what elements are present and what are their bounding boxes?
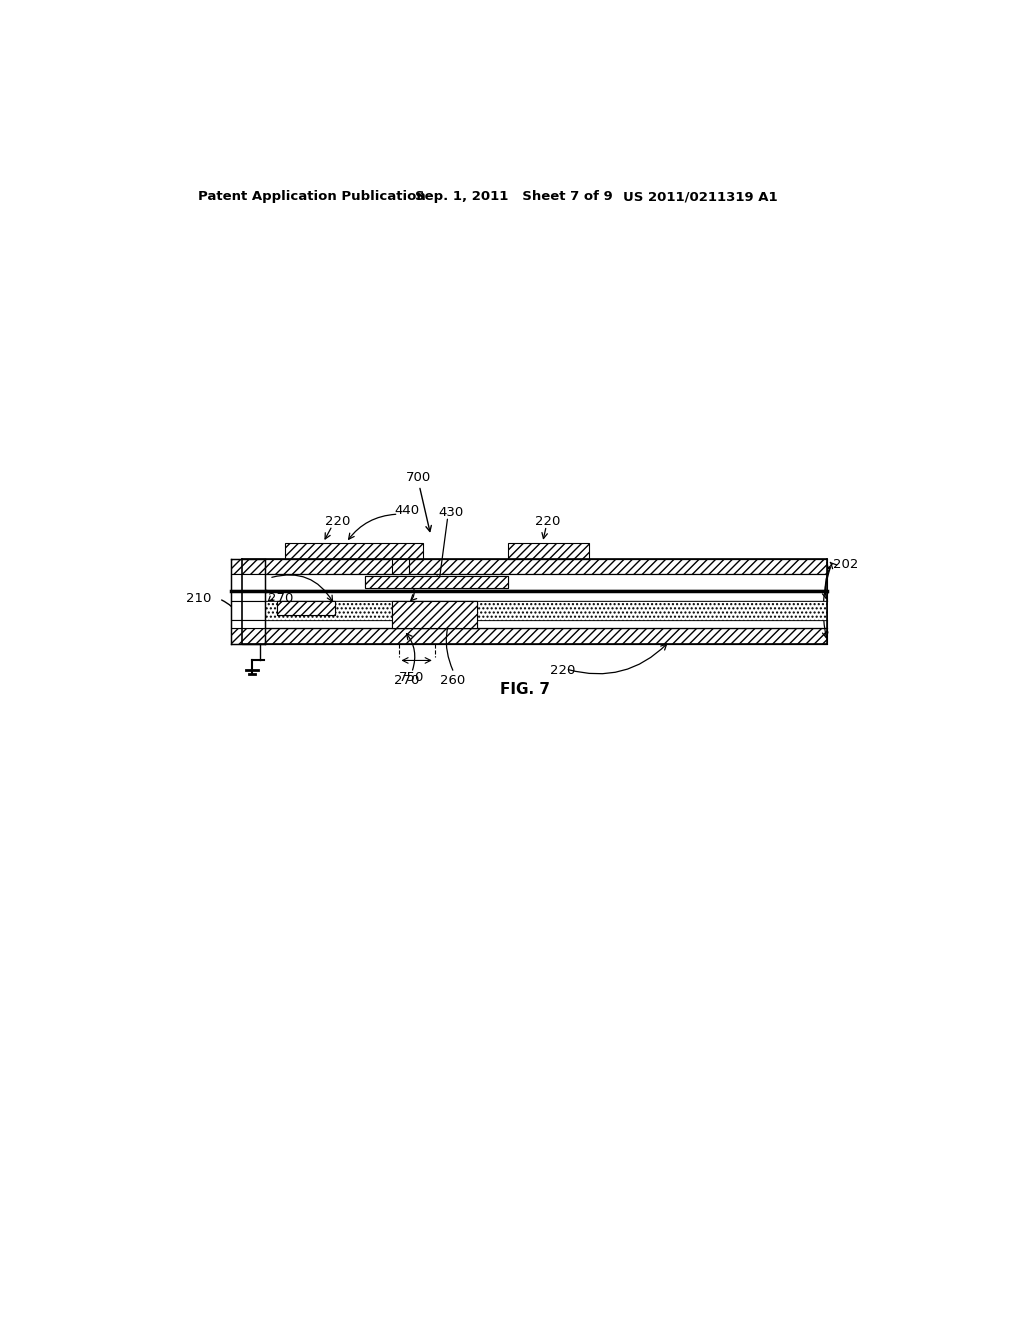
Bar bbox=[243, 558, 827, 574]
Text: 260: 260 bbox=[439, 675, 465, 688]
Bar bbox=[392, 558, 410, 574]
Text: 700: 700 bbox=[407, 471, 431, 484]
Bar bbox=[392, 601, 477, 628]
Bar bbox=[276, 601, 335, 615]
Bar bbox=[243, 574, 827, 590]
Bar bbox=[230, 628, 265, 644]
Bar bbox=[230, 601, 265, 620]
Text: 430: 430 bbox=[438, 506, 464, 519]
Bar bbox=[230, 574, 265, 590]
Bar bbox=[508, 544, 589, 558]
Bar bbox=[230, 558, 265, 574]
Text: FIG. 7: FIG. 7 bbox=[500, 682, 550, 697]
Bar bbox=[285, 544, 423, 558]
Text: US 2011/0211319 A1: US 2011/0211319 A1 bbox=[624, 190, 778, 203]
Bar bbox=[276, 601, 335, 615]
Text: 750: 750 bbox=[399, 671, 424, 684]
Bar bbox=[230, 591, 265, 601]
Bar bbox=[243, 591, 827, 601]
Text: 270: 270 bbox=[393, 675, 419, 688]
Text: 440: 440 bbox=[394, 504, 419, 517]
Bar bbox=[230, 620, 265, 628]
Text: 270: 270 bbox=[267, 593, 293, 606]
Bar bbox=[366, 576, 508, 589]
Bar bbox=[243, 601, 827, 620]
Bar bbox=[366, 576, 508, 589]
Text: Sep. 1, 2011   Sheet 7 of 9: Sep. 1, 2011 Sheet 7 of 9 bbox=[416, 190, 613, 203]
Text: 220: 220 bbox=[326, 515, 351, 528]
Bar bbox=[243, 628, 827, 644]
Text: Patent Application Publication: Patent Application Publication bbox=[199, 190, 426, 203]
Bar bbox=[243, 620, 827, 628]
Text: 220: 220 bbox=[535, 515, 560, 528]
Text: 210: 210 bbox=[186, 593, 211, 606]
Text: 220: 220 bbox=[550, 664, 575, 677]
Text: 202: 202 bbox=[833, 558, 858, 572]
Bar bbox=[243, 601, 827, 620]
Bar bbox=[392, 601, 477, 628]
